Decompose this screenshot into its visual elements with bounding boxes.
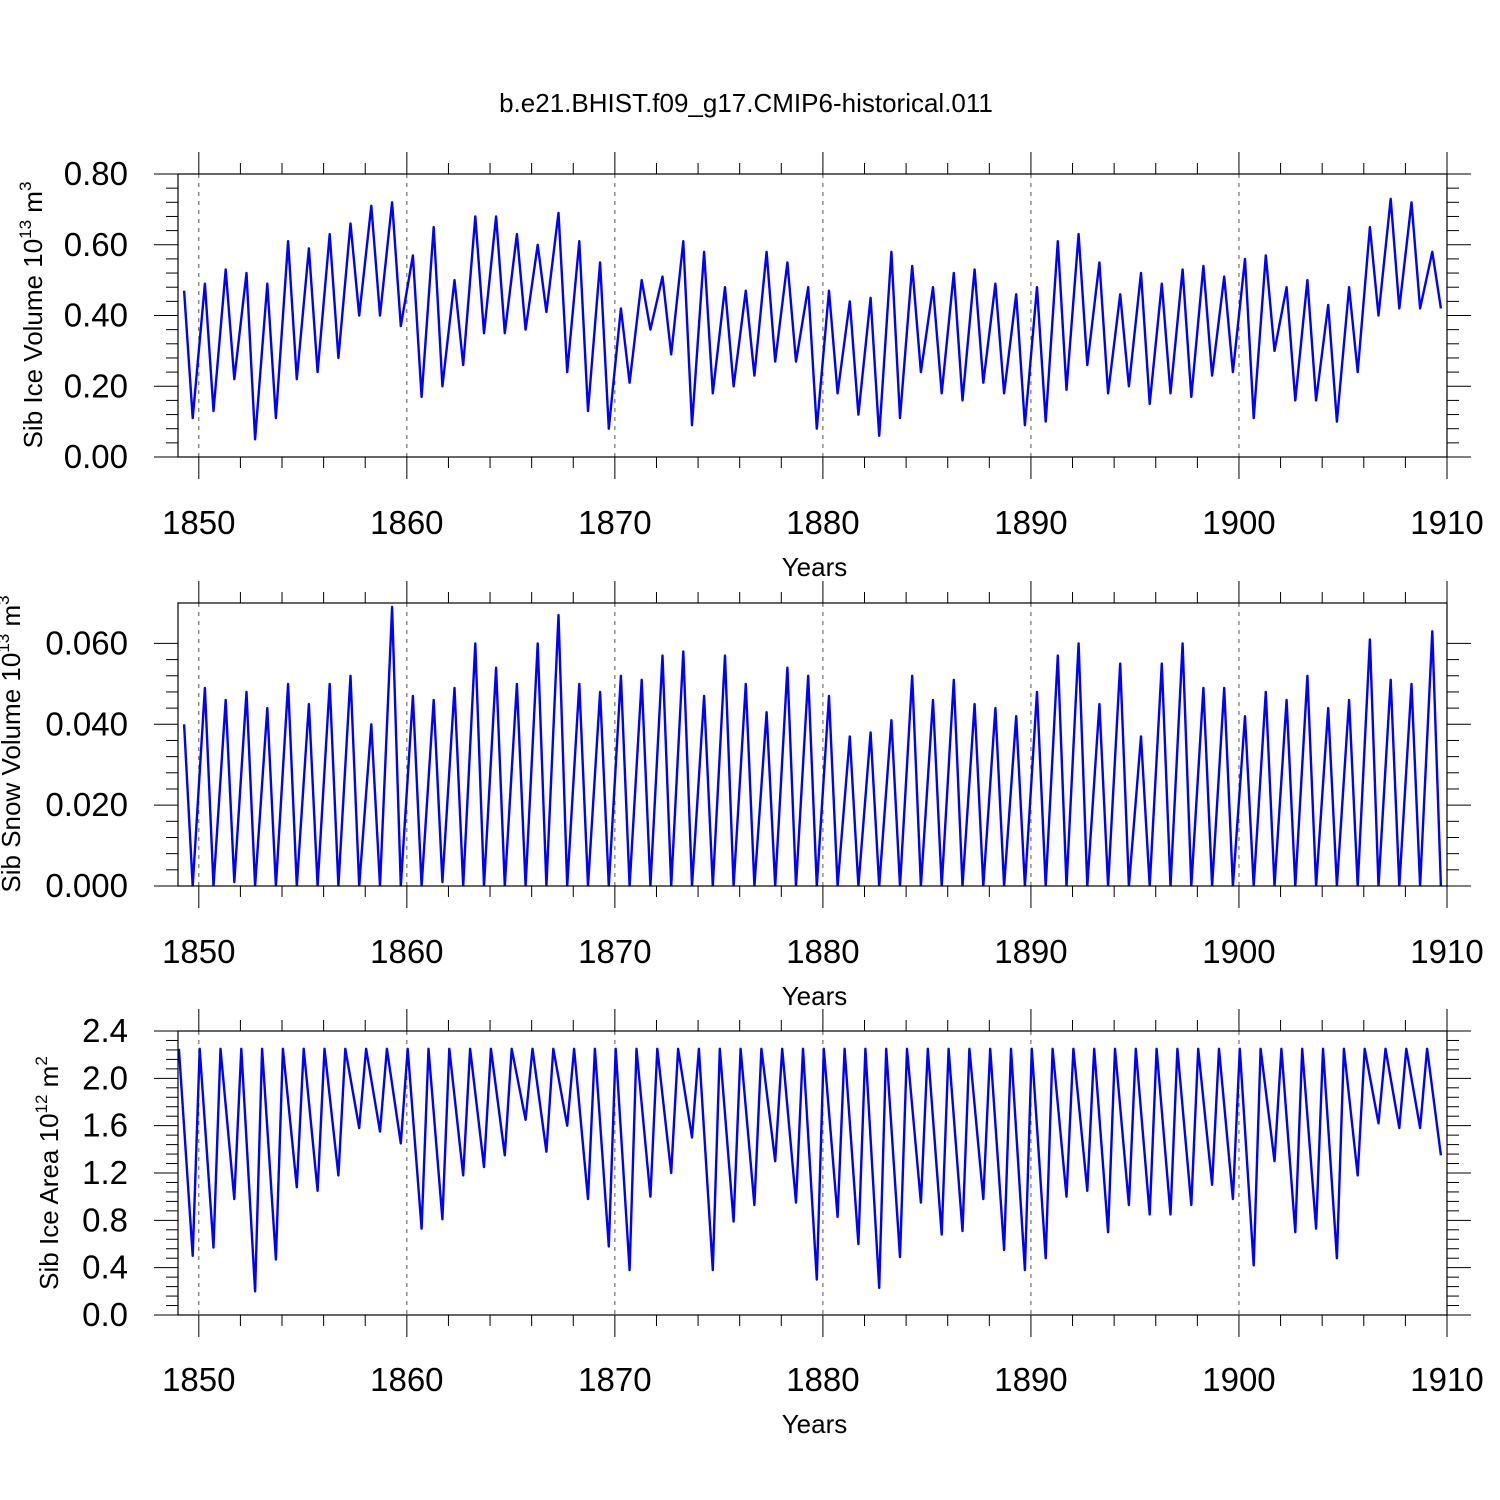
panels: 1850 1860 1870 1880 1890 1900 19100.000.200.40… (0, 152, 1484, 1439)
y-label-superscript: 3 (16, 182, 35, 191)
x-tick-label: 1850 (162, 504, 235, 541)
y-label-superscript: 13 (16, 220, 35, 239)
y-tick-label: 0.60 (64, 226, 128, 263)
y-label-superscript: 2 (32, 1056, 51, 1065)
y-tick-label: 0.0 (82, 1296, 128, 1333)
ice-area-panel: 1850 1860 1870 1880 1890 1900 1910 0.0 0.4 0.8 1.2… (32, 1009, 1484, 1439)
x-tick-label: 1900 (1202, 1361, 1275, 1398)
y-tick-label: 2.0 (82, 1059, 128, 1096)
y-label-text: m (0, 605, 26, 634)
ice-area-series-line (178, 1047, 1443, 1293)
y-label-text: m (34, 1066, 64, 1095)
y-tick-label: 0.40 (64, 297, 128, 334)
x-tick-label: 1870 (578, 933, 651, 970)
ice-volume-panel: 1850 1860 1870 1880 1890 1900 1910 0.00 0.20 0.40… (16, 152, 1484, 582)
x-tick-label: 1880 (786, 504, 859, 541)
y-tick-label: 0.020 (45, 786, 128, 823)
plot-frame (177, 173, 1448, 458)
y-tick-label: 0.040 (45, 705, 128, 742)
y-tick-label: 0.20 (64, 367, 128, 404)
y-label-superscript: 13 (0, 634, 13, 653)
x-tick-label: 1850 (162, 1361, 235, 1398)
x-tick-label: 1910 (1410, 1361, 1483, 1398)
x-tick-label: 1890 (994, 504, 1067, 541)
y-label-text: Sib Ice Volume 10 (18, 239, 48, 449)
x-tick-label: 1860 (370, 504, 443, 541)
x-tick-label: 1890 (994, 933, 1067, 970)
y-label-text: Sib Snow Volume 10 (0, 653, 26, 893)
x-tick-label: 1850 (162, 933, 235, 970)
y-tick-label: 0.4 (82, 1249, 128, 1286)
y-label-text: Sib Ice Area 10 (34, 1113, 64, 1289)
snow-volume-panel: 1850 1860 1870 1880 1890 1900 1910 0.000 0.020 0.… (0, 581, 1484, 1011)
y-tick-label: 0.80 (64, 155, 128, 192)
y-tick-label: 0.00 (64, 438, 128, 475)
x-axis-label: Years (782, 1409, 848, 1439)
y-axis-label: Sib Ice Volume 1013 m3 (16, 182, 48, 449)
x-tick-label: 1890 (994, 1361, 1067, 1398)
y-tick-label: 0.060 (45, 624, 128, 661)
y-label-superscript: 3 (0, 595, 13, 604)
x-tick-label: 1910 (1410, 933, 1483, 970)
y-axis-label: Sib Snow Volume 1013 m3 (0, 595, 26, 892)
y-tick-label: 0.000 (45, 867, 128, 904)
y-tick-label: 0.8 (82, 1201, 128, 1238)
y-tick-label: 1.2 (82, 1154, 128, 1191)
x-tick-label: 1880 (786, 933, 859, 970)
x-tick-label: 1870 (578, 1361, 651, 1398)
x-tick-label: 1860 (370, 1361, 443, 1398)
x-tick-label: 1860 (370, 933, 443, 970)
x-tick-label: 1900 (1202, 933, 1275, 970)
x-tick-label: 1880 (786, 1361, 859, 1398)
figure-title: b.e21.BHIST.f09_g17.CMIP6-historical.011 (499, 88, 993, 118)
x-axis-label: Years (782, 552, 848, 582)
snow-volume-series-line (182, 605, 1443, 886)
y-axis-label: Sib Ice Area 1012 m2 (32, 1056, 64, 1290)
x-axis-label: Years (782, 981, 848, 1011)
x-tick-label: 1900 (1202, 504, 1275, 541)
ice-volume-series-line (182, 197, 1443, 441)
x-tick-label: 1910 (1410, 504, 1483, 541)
x-tick-label: 1870 (578, 504, 651, 541)
plot-frame (177, 602, 1448, 887)
y-label-superscript: 12 (32, 1095, 51, 1114)
y-tick-label: 2.4 (82, 1012, 128, 1049)
y-label-text: m (18, 191, 48, 220)
y-tick-label: 1.6 (82, 1107, 128, 1144)
